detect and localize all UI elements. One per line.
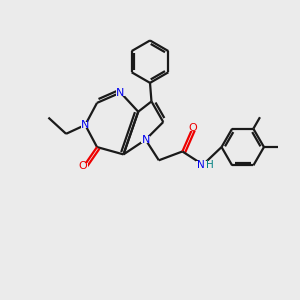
Text: N: N [116,88,125,98]
Text: N: N [81,120,89,130]
Text: N: N [141,135,150,145]
Text: H: H [206,160,213,170]
FancyBboxPatch shape [196,161,210,168]
Text: O: O [188,123,197,133]
FancyBboxPatch shape [81,122,89,128]
FancyBboxPatch shape [142,136,150,143]
Text: N: N [197,160,205,170]
FancyBboxPatch shape [189,125,197,131]
Text: O: O [79,161,88,171]
FancyBboxPatch shape [80,163,88,169]
FancyBboxPatch shape [116,89,125,96]
